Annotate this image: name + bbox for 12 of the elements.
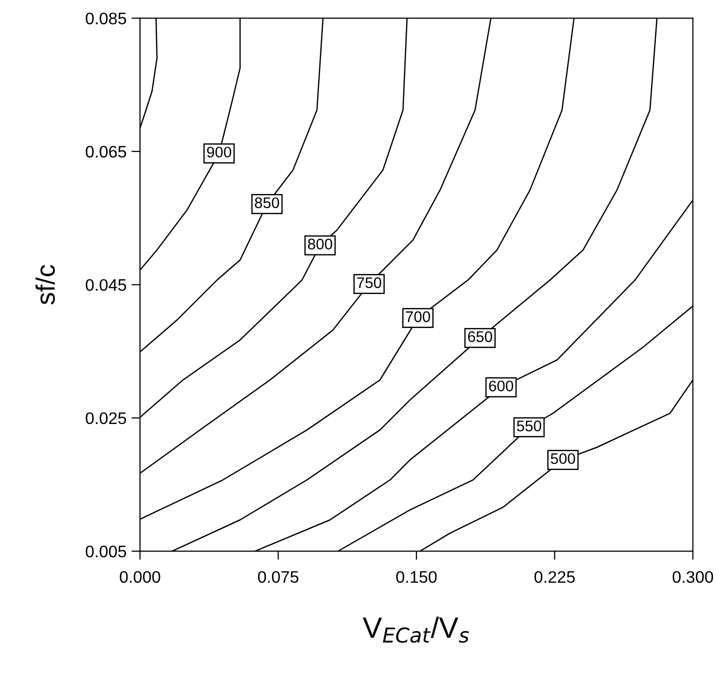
- y-axis-title: sf/c: [36, 264, 55, 304]
- x-tick-label: 0.000: [120, 571, 160, 583]
- x-axis-title: V$_{ECat}$/V$_{s}$: [362, 616, 469, 643]
- x-tick-label: 0.225: [534, 571, 575, 583]
- y-tick-label: 0.085: [86, 12, 126, 24]
- x-tick-label: 0.150: [396, 571, 437, 583]
- y-tick-label: 0.065: [86, 146, 126, 158]
- y-tick-label: 0.005: [86, 546, 126, 558]
- x-tick-label: 0.300: [672, 571, 714, 583]
- x-tick-label: 0.075: [258, 571, 298, 583]
- y-tick-label: 0.045: [86, 279, 126, 291]
- y-tick-label: 0.025: [86, 412, 126, 424]
